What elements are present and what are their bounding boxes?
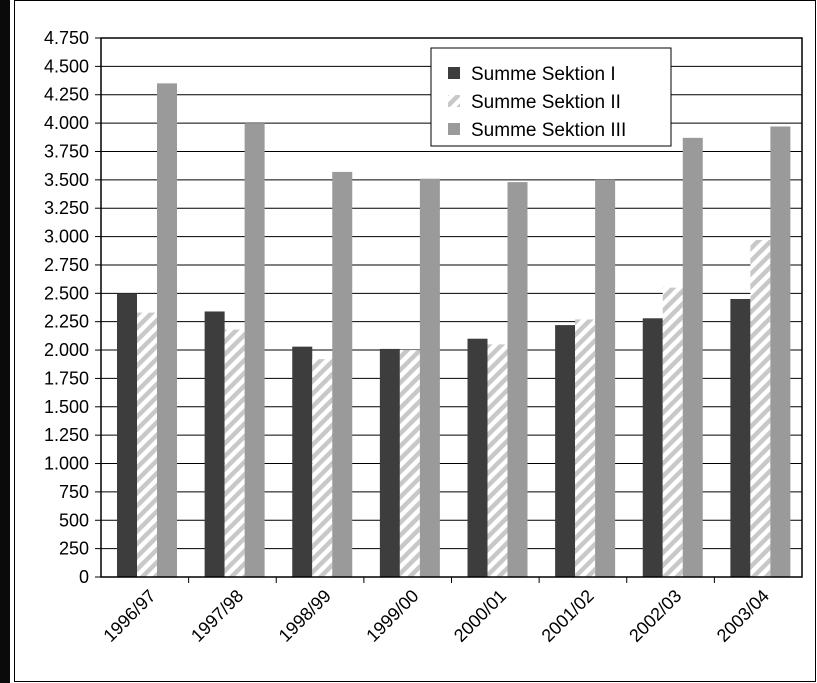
- bar-series-3: [507, 182, 528, 577]
- bar-series-3: [157, 83, 177, 578]
- y-tick-label: 4.750: [44, 28, 89, 48]
- bar-series-1: [292, 346, 313, 577]
- bar-series-3: [682, 137, 703, 577]
- legend: Summe Sektion I Summe Sektion II Summe S…: [430, 47, 672, 147]
- legend-swatch-series-3: [448, 123, 460, 135]
- y-tick-label: 4.000: [44, 113, 89, 133]
- y-tick-label: 2.000: [44, 340, 89, 360]
- bar-series-3: [770, 126, 791, 578]
- bars: [117, 83, 791, 578]
- bar-series-1: [555, 325, 576, 577]
- y-tick-label: 4.500: [44, 56, 89, 76]
- y-tick-labels: 0 250 500 750 1.000 1.250 1.500 1.750 2.000 2.250…: [44, 28, 89, 587]
- y-tick-label: 250: [59, 539, 89, 559]
- x-tick-label: 2003/04: [713, 586, 773, 646]
- y-tick-label: 4.250: [44, 85, 89, 105]
- left-border-strip: [0, 0, 10, 683]
- bar-series-2: [137, 312, 157, 577]
- y-tick-label: 1.500: [44, 397, 89, 417]
- bar-series-3: [244, 123, 265, 578]
- bar-series-1: [379, 348, 400, 577]
- bar-series-1: [730, 298, 751, 577]
- y-tick-label: 3.500: [44, 170, 89, 190]
- legend-swatch-series-2: [448, 95, 460, 107]
- bar-series-3: [595, 179, 616, 577]
- legend-swatch-series-1: [448, 67, 460, 79]
- y-tick-label: 0: [79, 567, 89, 587]
- bar-series-1: [204, 311, 225, 577]
- bar-series-2: [224, 329, 245, 577]
- bar-series-3: [419, 178, 440, 577]
- bar-series-3: [332, 171, 353, 578]
- bar-series-1: [642, 318, 663, 577]
- y-tick-label: 2.500: [44, 283, 89, 303]
- bar-series-2: [487, 344, 508, 577]
- bar-series-2: [399, 350, 420, 577]
- legend-label-series-1: Summe Sektion I: [471, 64, 616, 85]
- bar-series-1: [467, 338, 488, 577]
- legend-label-series-3: Summe Sektion III: [471, 120, 626, 141]
- bar-series-2: [750, 239, 771, 577]
- x-tick-label: 2000/01: [450, 586, 510, 646]
- bar-series-2: [312, 359, 333, 577]
- x-tick-label: 1999/00: [362, 586, 422, 646]
- axes: [95, 37, 803, 583]
- bar-series-2: [575, 319, 596, 577]
- x-tick-label: 2002/03: [625, 586, 685, 646]
- y-tick-label: 3.250: [44, 198, 89, 218]
- bar-series-2: [662, 287, 683, 577]
- x-tick-label: 1997/98: [187, 586, 247, 646]
- chart-frame: 0 250 500 750 1.000 1.250 1.500 1.750 2.000 2.250…: [14, 0, 816, 682]
- y-tick-label: 2.750: [44, 255, 89, 275]
- legend-box: [430, 47, 672, 147]
- x-tick-labels: 1996/97 1997/98 1998/99 1999/00 2000/01 2001/…: [99, 586, 773, 646]
- x-tick-label: 2001/02: [538, 586, 598, 646]
- y-tick-label: 1.250: [44, 425, 89, 445]
- y-tick-label: 1.750: [44, 368, 89, 388]
- bar-series-1: [117, 293, 137, 577]
- y-tick-label: 500: [59, 510, 89, 530]
- y-tick-label: 1.000: [44, 454, 89, 474]
- bar-chart: 0 250 500 750 1.000 1.250 1.500 1.750 2.000 2.250…: [44, 28, 803, 646]
- y-tick-label: 750: [59, 482, 89, 502]
- y-tick-label: 3.000: [44, 227, 89, 247]
- y-tick-label: 2.250: [44, 312, 89, 332]
- x-tick-label: 1996/97: [99, 586, 159, 646]
- legend-label-series-2: Summe Sektion II: [471, 92, 621, 113]
- x-tick-label: 1998/99: [275, 586, 335, 646]
- y-tick-label: 3.750: [44, 141, 89, 161]
